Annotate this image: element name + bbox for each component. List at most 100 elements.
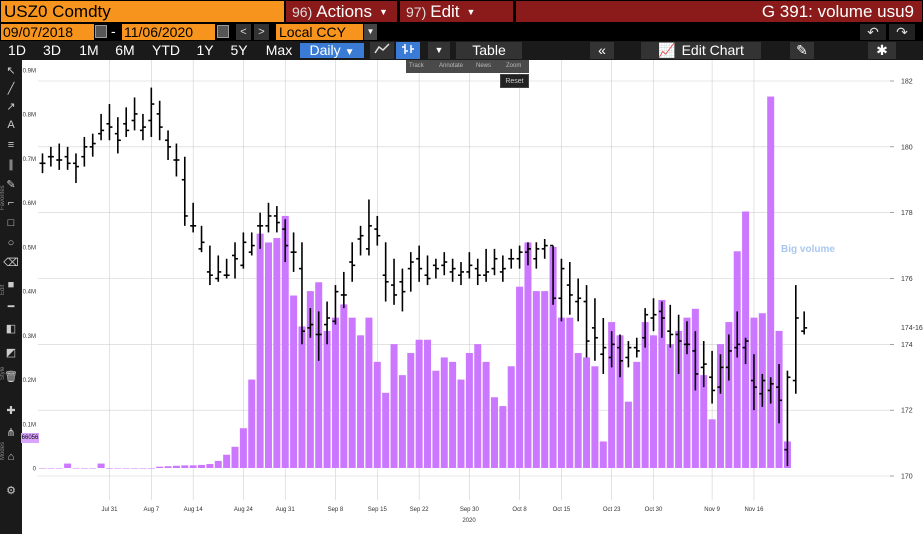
ruler-icon[interactable]: ⌐ bbox=[7, 197, 15, 209]
volume-bar bbox=[465, 353, 473, 468]
price-tick-label: 172 bbox=[901, 408, 913, 415]
edit-chart-button[interactable]: 📈 Edit Chart bbox=[641, 42, 761, 59]
trendline-icon[interactable]: ╱ bbox=[7, 83, 15, 95]
volume-tick-label: 0.7M bbox=[23, 157, 36, 163]
annotate-pencil-icon[interactable]: ✎ bbox=[790, 42, 814, 59]
chevron-down-icon[interactable]: ▼ bbox=[428, 42, 450, 59]
cursor-icon[interactable]: ↖ bbox=[6, 65, 16, 77]
period-6m[interactable]: 6M bbox=[115, 42, 135, 58]
crosshair-icon[interactable]: ✚ bbox=[6, 405, 16, 417]
start-date-input[interactable]: 09/07/2018 bbox=[1, 24, 94, 40]
settings-gear-icon[interactable]: ✱ bbox=[868, 42, 896, 59]
actions-menu-button[interactable]: 96) Actions ▼ bbox=[286, 1, 397, 22]
line-width-icon[interactable]: ━ bbox=[7, 301, 15, 313]
volume-bar bbox=[390, 344, 398, 468]
fill-icon[interactable]: ◧ bbox=[5, 323, 17, 335]
period-5y[interactable]: 5Y bbox=[230, 42, 248, 58]
volume-bar bbox=[407, 353, 415, 468]
lock-icon[interactable]: ⌂ bbox=[7, 451, 15, 463]
volume-tick-label: 0.8M bbox=[23, 113, 36, 119]
reset-zoom-button[interactable]: Reset bbox=[500, 74, 529, 88]
style-panel-label: Style bbox=[0, 366, 6, 380]
channel-icon[interactable]: ∥ bbox=[8, 159, 14, 171]
big-volume-annotation: Big volume bbox=[781, 244, 835, 255]
volume-bar bbox=[683, 317, 691, 468]
text-tool-icon[interactable]: A bbox=[7, 119, 15, 131]
chevron-down-icon[interactable]: ▼ bbox=[364, 24, 377, 40]
arrow-tool-icon[interactable]: ↗ bbox=[6, 101, 16, 113]
period-1m[interactable]: 1M bbox=[79, 42, 99, 58]
price-tick-label: 180 bbox=[901, 144, 913, 151]
x-tick-label: Nov 9 bbox=[704, 507, 720, 513]
chart-mode-panel: Track Annotate News Zoom bbox=[406, 60, 529, 73]
actions-shortcut: 96) bbox=[292, 4, 313, 20]
x-axis-year-label: 2020 bbox=[462, 518, 476, 524]
volume-tick-label: 0.1M bbox=[23, 422, 36, 428]
edit-menu-button[interactable]: 97) Edit ▼ bbox=[400, 1, 513, 22]
currency-select[interactable]: Local CCY bbox=[276, 24, 363, 40]
settings-small-icon[interactable]: ⚙ bbox=[6, 485, 16, 497]
volume-bar bbox=[181, 465, 189, 468]
period-max[interactable]: Max bbox=[265, 42, 293, 58]
period-1d[interactable]: 1D bbox=[8, 42, 26, 58]
volume-bar bbox=[775, 330, 783, 468]
period-1y[interactable]: 1Y bbox=[196, 42, 214, 58]
shape-icon[interactable]: □ bbox=[7, 217, 15, 229]
mode-zoom[interactable]: Zoom bbox=[506, 63, 522, 69]
mode-annotate[interactable]: Annotate bbox=[439, 63, 464, 69]
volume-bar bbox=[432, 370, 440, 468]
volume-bar bbox=[39, 468, 46, 469]
volume-bar bbox=[541, 291, 549, 468]
volume-bar bbox=[315, 282, 323, 468]
pen-icon[interactable]: ✎ bbox=[6, 179, 16, 191]
table-button[interactable]: Table bbox=[456, 42, 522, 59]
volume-tick-label: 0.9M bbox=[23, 69, 36, 75]
volume-bar bbox=[449, 361, 457, 468]
ellipse-icon[interactable]: ○ bbox=[7, 237, 15, 249]
edit-panel-label: Edit bbox=[0, 284, 6, 295]
undo-icon[interactable]: ↶ bbox=[860, 24, 886, 40]
x-tick-label: Sep 30 bbox=[460, 507, 480, 513]
volume-bar bbox=[557, 317, 565, 468]
volume-bar bbox=[591, 366, 599, 468]
volume-bar bbox=[47, 468, 55, 469]
delete-icon[interactable]: 🗑 bbox=[4, 371, 18, 383]
volume-bar bbox=[767, 96, 775, 469]
eraser-icon[interactable]: ⌫ bbox=[3, 257, 19, 269]
ohlc-bar-icon[interactable] bbox=[396, 42, 420, 59]
mode-track[interactable]: Track bbox=[409, 63, 424, 69]
line-chart-icon[interactable] bbox=[370, 42, 394, 59]
redo-icon[interactable]: ↷ bbox=[889, 24, 915, 40]
calendar-icon[interactable] bbox=[95, 25, 107, 38]
calendar-icon[interactable] bbox=[217, 25, 229, 38]
volume-bar bbox=[223, 454, 231, 468]
actions-label: Actions bbox=[316, 2, 372, 21]
fibonacci-icon[interactable]: ≡ bbox=[7, 139, 15, 151]
volume-bar bbox=[742, 211, 750, 468]
volume-bar bbox=[331, 317, 339, 468]
magnet-icon[interactable]: ⋔ bbox=[6, 427, 16, 439]
end-date-input[interactable]: 11/06/2020 bbox=[122, 24, 215, 40]
volume-tick-label: 0.2M bbox=[23, 378, 36, 384]
volume-bar bbox=[666, 344, 674, 468]
prev-arrow-icon[interactable]: < bbox=[236, 24, 251, 40]
chevron-down-icon: ▼ bbox=[466, 7, 476, 18]
next-arrow-icon[interactable]: > bbox=[254, 24, 269, 40]
volume-bar bbox=[340, 304, 348, 468]
period-3d[interactable]: 3D bbox=[43, 42, 61, 58]
chevron-down-icon: ▼ bbox=[378, 7, 388, 18]
ticker-field[interactable]: USZ0 Comdty bbox=[1, 1, 284, 22]
volume-bar bbox=[147, 468, 155, 469]
collapse-icon[interactable]: « bbox=[590, 42, 614, 59]
frequency-select[interactable]: Daily ▼ bbox=[300, 43, 364, 58]
style-icon[interactable]: ◩ bbox=[5, 347, 17, 359]
volume-bar bbox=[373, 361, 381, 468]
period-ytd[interactable]: YTD bbox=[152, 42, 180, 58]
color-icon[interactable]: ■ bbox=[7, 279, 15, 291]
mode-news[interactable]: News bbox=[476, 63, 492, 69]
x-tick-label: Oct 8 bbox=[512, 507, 527, 513]
volume-bar bbox=[306, 291, 314, 468]
volume-bar bbox=[398, 375, 406, 468]
volume-tick-label: 0 bbox=[33, 467, 37, 473]
